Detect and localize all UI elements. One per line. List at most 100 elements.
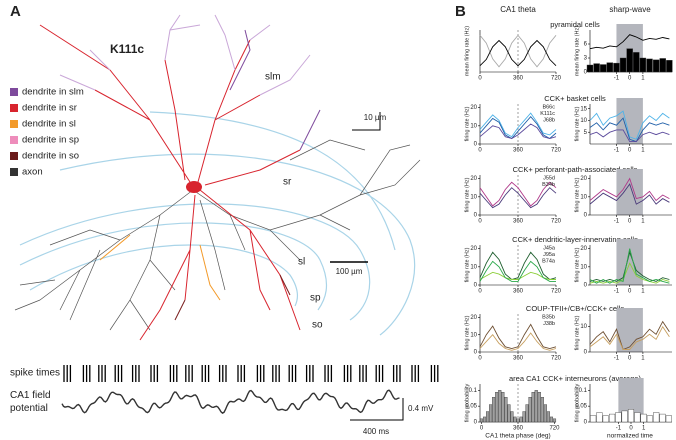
bar [528,397,532,423]
y-tick-label: 0 [474,142,478,148]
dendrite-slm [229,29,321,151]
bar [659,413,666,423]
line [589,177,670,202]
layer-label: sl [298,257,305,268]
scale-bar [350,398,404,421]
line [589,110,670,140]
column-header: sharp-wave [609,5,651,14]
line [479,251,557,280]
bar [522,411,526,423]
bar [479,418,484,423]
bar [546,411,550,423]
line [589,262,670,284]
row-title: CCK+ basket cells [544,94,606,103]
bar [606,62,614,73]
legend-label: B35b [542,314,555,320]
bar [653,412,660,423]
x-tick-label: 360 [513,219,524,225]
x-tick-label: 720 [551,219,562,225]
bar [495,392,499,423]
legend-label: J55d [543,175,555,181]
y-axis-label: firing rate (Hz) [464,177,470,212]
dendrite-sl [99,234,221,301]
y-axis-label: firing rate (Hz) [464,315,470,350]
line [479,116,557,140]
legend-label: dendrite in so [22,151,79,162]
layer-label: sr [283,177,292,188]
highlight-band [616,308,643,352]
legend-label: dendrite in sp [22,135,79,146]
bar [501,392,505,423]
x-tick-label: 360 [513,426,524,432]
line [479,187,557,209]
x-tick-label: 720 [551,148,562,154]
line [479,323,557,349]
layer-labels: slm sr sl sp so [265,72,323,331]
bar [492,397,496,423]
y-tick-label: 10 [580,324,587,330]
bar [534,390,538,423]
bar [543,404,547,423]
y-tick-label: 0.05 [465,404,477,410]
bar [486,411,490,423]
legend-label: axon [22,167,43,178]
x-tick-label: 720 [549,426,560,432]
y-tick-label: 0.1 [469,388,478,394]
x-tick-label: -1 [614,76,620,82]
legend-label: J68b [543,117,555,123]
x-tick-label: 720 [551,289,562,295]
bar [665,415,672,423]
y-tick-label: 15 [580,106,587,112]
bar [504,397,508,423]
row-title: COUP-TFII+/CB+/CCK+ cells [526,304,624,313]
bar [513,416,517,423]
bar [609,413,616,423]
y-axis-label: firing rate (Hz) [574,106,580,141]
bar [627,409,635,423]
bar [640,413,647,423]
x-tick-label: 0 [628,148,632,154]
dendrites [39,14,321,341]
legend-label: dendrite in slm [22,87,84,98]
bar [613,62,620,73]
y-tick-label: 0 [474,350,478,356]
legend: dendrite in slm dendrite in sr dendrite in… [10,87,84,178]
legend-swatch [10,104,18,112]
bar [498,390,502,423]
legend-label: dendrite in sr [22,103,77,114]
boundary [59,153,416,336]
y-tick-label: 10 [580,194,587,200]
scale-label: 0.4 mV [408,404,434,413]
x-tick-label: 0 [478,76,482,82]
legend-swatch [10,152,18,160]
bar [646,415,653,423]
y-tick-label: 0 [584,283,588,289]
bar [482,416,487,423]
y-tick-label: 0 [474,283,478,289]
legend-label: dendrite in sl [22,119,76,130]
x-tick-label: -1 [614,289,620,295]
line [589,320,670,351]
x-tick-label: 1 [642,426,646,432]
layer-boundaries [19,111,416,336]
x-tick-label: 0 [480,426,484,432]
y-axis-label: firing rate (Hz) [464,247,470,282]
line [589,183,670,205]
layer-label: so [312,320,323,331]
legend-label: K111c [540,111,555,117]
line [479,34,557,68]
bar [621,410,628,423]
legend-label: B34b [542,182,555,188]
x-tick-label: 360 [513,148,524,154]
bar [593,63,600,73]
line [479,332,557,351]
highlight-band [616,239,643,285]
bar [634,412,641,423]
bar [590,415,597,423]
bar [626,48,633,73]
axon-branch [14,139,421,331]
row-title: CCK+ dendritic-layer-innervating cells [512,235,638,244]
legend-swatch [10,136,18,144]
scale-bar [352,112,381,131]
